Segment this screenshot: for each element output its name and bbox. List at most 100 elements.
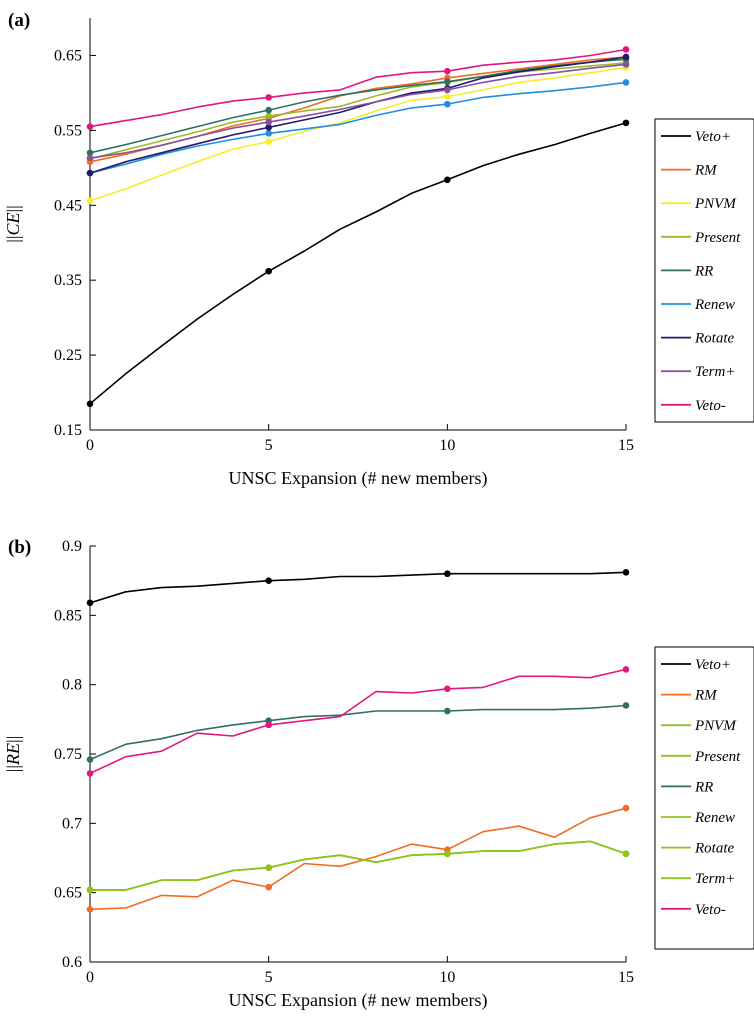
x-axis-label: UNSC Expansion (# new members) — [229, 468, 488, 489]
x-tick-label: 5 — [265, 969, 273, 986]
data-point-veto — [86, 770, 94, 777]
data-point-veto — [265, 267, 272, 275]
x-tick-label: 0 — [86, 969, 94, 986]
x-tick-label: 10 — [439, 437, 455, 454]
legend-label: Veto- — [695, 902, 726, 918]
data-point-rr — [622, 702, 630, 709]
legend-label: Veto+ — [695, 129, 731, 145]
data-point-pnvm — [265, 138, 272, 145]
legend-label: Present — [694, 230, 741, 246]
data-point-rotate — [86, 169, 94, 177]
data-point-rotate — [265, 124, 272, 131]
data-point-veto — [622, 119, 630, 127]
data-point-veto — [622, 666, 630, 673]
y-axis-label: ||RE|| — [3, 736, 23, 772]
legend-label: RM — [694, 688, 718, 704]
data-point-veto — [86, 400, 94, 408]
series-line-rr — [89, 58, 627, 154]
data-point-veto — [86, 599, 94, 607]
data-point-rr — [86, 756, 94, 763]
legend-label: RM — [694, 163, 718, 179]
y-tick-label: 0.15 — [54, 422, 82, 439]
data-point-term — [86, 886, 94, 894]
data-point-rm — [265, 883, 272, 891]
legend-label: Present — [694, 749, 741, 765]
legend-box — [654, 646, 754, 950]
panel-label: (a) — [8, 10, 30, 31]
legend-label: RR — [694, 779, 713, 795]
data-point-term — [265, 118, 272, 126]
data-point-rr — [444, 78, 451, 85]
data-point-rm — [622, 804, 630, 812]
legend-label: Term+ — [695, 364, 735, 380]
x-tick-label: 10 — [439, 969, 455, 986]
y-tick-label: 0.65 — [54, 47, 82, 64]
y-tick-label: 0.7 — [62, 815, 82, 832]
panel-label: (b) — [8, 537, 31, 558]
series-line-veto — [89, 571, 627, 604]
legend-label: Renew — [694, 297, 735, 313]
legend: Veto+ RM PNVM Present RR Renew Rotate Term+ Veto… — [654, 646, 754, 950]
y-tick-label: 0.85 — [54, 607, 82, 624]
data-point-rr — [444, 707, 451, 715]
y-tick-label: 0.65 — [54, 885, 82, 902]
x-tick-label: 15 — [618, 437, 634, 454]
x-tick-label: 5 — [265, 437, 273, 454]
y-tick-label: 0.25 — [54, 347, 82, 364]
series-line-veto — [89, 48, 627, 128]
data-point-pnvm — [86, 197, 94, 205]
y-tick-label: 0.45 — [54, 197, 82, 214]
data-point-rr — [86, 149, 94, 157]
data-point-pnvm — [444, 93, 451, 100]
legend: Veto+ RM PNVM Present RR Renew Rotate Term+ Veto… — [654, 118, 754, 423]
data-point-renew — [622, 79, 630, 86]
legend-label: RR — [694, 263, 713, 279]
data-point-veto — [444, 67, 451, 75]
data-point-veto — [444, 570, 451, 578]
series-line-renew — [89, 81, 627, 174]
data-point-veto — [622, 46, 630, 53]
series-line-veto — [89, 122, 627, 405]
data-point-veto — [86, 123, 94, 130]
y-tick-label: 0.9 — [62, 538, 82, 555]
data-point-present — [265, 112, 272, 120]
legend-label: Veto+ — [695, 657, 731, 673]
data-point-veto — [622, 569, 630, 576]
series-line-rm — [89, 807, 627, 911]
data-point-veto — [444, 685, 451, 693]
series-line-rotate — [89, 56, 627, 174]
data-point-renew — [444, 100, 451, 108]
x-axis-label: UNSC Expansion (# new members) — [229, 990, 488, 1011]
series-line-rr — [89, 704, 627, 761]
data-point-veto — [265, 577, 272, 584]
x-tick-label: 0 — [86, 437, 94, 454]
data-point-term — [86, 154, 94, 162]
data-point-term — [444, 850, 451, 858]
y-tick-label: 0.75 — [54, 746, 82, 763]
data-point-veto — [265, 94, 272, 101]
data-point-renew — [265, 130, 272, 137]
legend-label: Term+ — [695, 871, 735, 887]
y-tick-label: 0.6 — [62, 954, 82, 971]
data-point-rotate — [622, 53, 630, 61]
data-point-term — [444, 86, 451, 94]
data-point-rr — [265, 106, 272, 114]
y-tick-label: 0.35 — [54, 272, 82, 289]
data-point-veto — [444, 176, 451, 184]
panel-a: (a) 0.15 0.25 0.35 0.45 0.55 0.65 0 5 10 15 UNSC Ex… — [3, 10, 754, 489]
series-line-term — [89, 63, 627, 159]
data-point-term — [622, 61, 630, 68]
y-tick-label: 0.8 — [62, 677, 82, 694]
y-axis-label: ||CE|| — [3, 205, 23, 242]
data-point-term — [265, 864, 272, 872]
data-point-rm — [86, 906, 94, 913]
series-line-pnvm — [89, 66, 627, 202]
legend-label: PNVM — [694, 196, 737, 212]
legend-label: Renew — [694, 810, 735, 826]
data-point-term — [622, 850, 630, 858]
legend-label: Veto- — [695, 398, 726, 414]
panel-b: (b) 0.6 0.65 0.7 0.75 0.8 0.85 0.9 0 5 10 15 UNSC Ex… — [3, 537, 754, 1011]
y-tick-label: 0.55 — [54, 122, 82, 139]
